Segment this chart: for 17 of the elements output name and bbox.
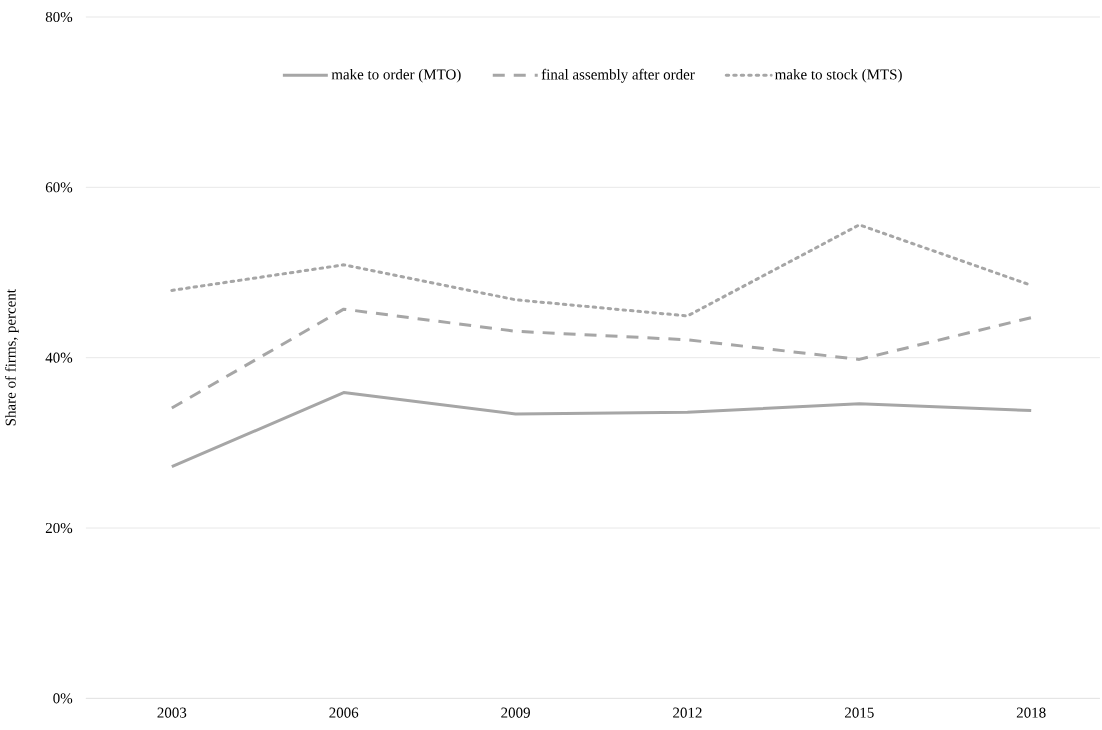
y-tick-label: 80% xyxy=(45,11,73,22)
x-tick-label: 2009 xyxy=(501,707,530,718)
y-tick-label: 0% xyxy=(53,693,73,704)
x-tick-label: 2006 xyxy=(329,707,359,718)
x-tick-label: 2015 xyxy=(844,707,874,718)
x-tick-label: 2012 xyxy=(673,707,702,718)
legend-label: make to order (MTO) xyxy=(331,68,461,83)
y-tick-label: 60% xyxy=(45,182,73,193)
line-series xyxy=(170,307,1033,410)
y-axis-title: Share of firms, percent xyxy=(5,288,19,426)
y-tick-label: 20% xyxy=(45,522,73,533)
y-tick-label: 40% xyxy=(45,352,73,363)
legend-label: make to stock (MTS) xyxy=(774,68,902,83)
x-tick-label: 2003 xyxy=(157,707,187,718)
legend-label: final assembly after order xyxy=(541,68,695,83)
line-series xyxy=(170,390,1033,469)
x-tick-label: 2018 xyxy=(1016,707,1046,718)
